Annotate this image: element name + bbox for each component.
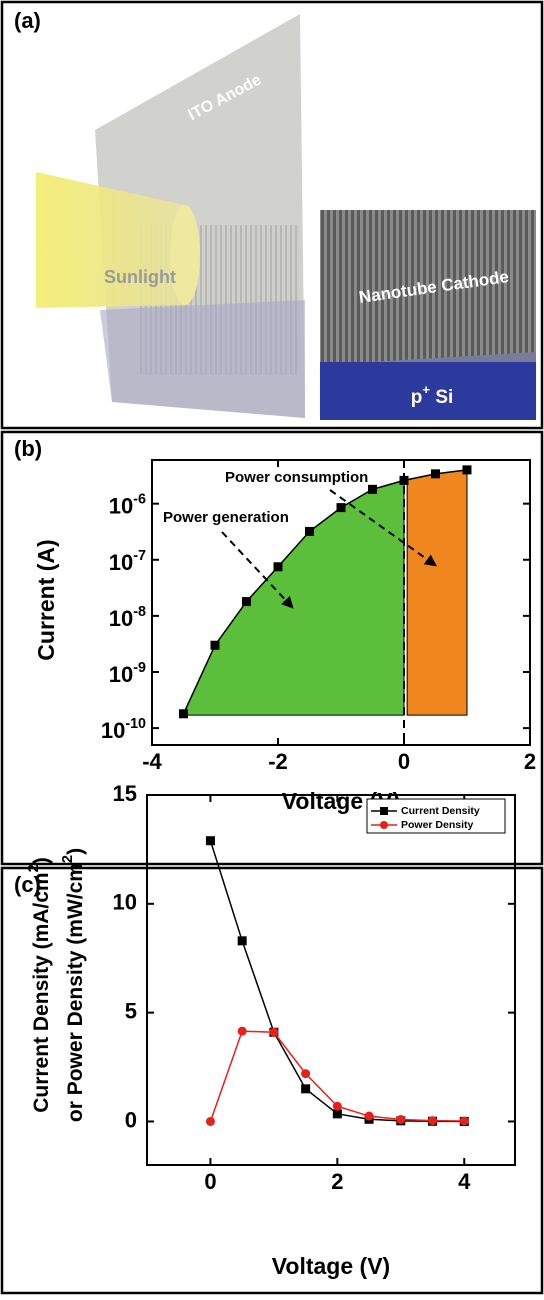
- y-tick-label: 10-7: [109, 548, 146, 575]
- annotation: Power consumption: [225, 469, 368, 486]
- x-tick-label: 2: [331, 1169, 343, 1194]
- fill-region: [407, 470, 467, 715]
- y-tick-label: 10: [113, 890, 137, 915]
- panel-label: (a): [14, 8, 41, 33]
- y-axis-label: Current (A): [33, 539, 59, 660]
- marker: [238, 936, 247, 945]
- superscript: 2: [26, 864, 42, 872]
- marker: [179, 709, 188, 718]
- marker: [368, 485, 377, 494]
- y-axis-label: Current Density (mA/cm2): [26, 857, 53, 1113]
- text-part: p: [411, 387, 423, 408]
- marker: [211, 641, 220, 650]
- marker: [431, 469, 440, 478]
- tick-exponent: -9: [133, 660, 146, 676]
- legend-marker: [380, 821, 388, 829]
- y-tick-label: 0: [125, 1107, 137, 1132]
- figure: (a) ITO Anode Sunlight Nanotube Cathode …: [0, 0, 544, 1295]
- marker: [301, 1069, 310, 1078]
- superscript: 2: [60, 855, 76, 863]
- text-part: Current Density (mA/cm: [30, 872, 53, 1112]
- marker: [305, 527, 314, 536]
- tick-exponent: -10: [125, 716, 146, 732]
- y-tick-label: 10-9: [109, 660, 146, 687]
- marker: [400, 476, 409, 485]
- tick-exponent: -7: [133, 548, 146, 564]
- marker: [396, 1115, 405, 1124]
- marker: [333, 1102, 342, 1111]
- marker: [365, 1112, 374, 1121]
- marker: [428, 1116, 437, 1125]
- legend-marker: [380, 807, 388, 815]
- x-tick-label: 0: [398, 749, 410, 774]
- illustration: (a) ITO Anode Sunlight Nanotube Cathode …: [14, 8, 536, 424]
- marker: [238, 1027, 247, 1036]
- y-tick-label: 5: [125, 998, 137, 1023]
- marker: [460, 1117, 469, 1126]
- sunlight-label: Sunlight: [104, 267, 176, 287]
- annotation: Power generation: [163, 509, 289, 526]
- y-tick-label: 10-6: [109, 491, 146, 518]
- tick-exponent: -8: [133, 604, 146, 620]
- x-axis-label: Voltage (V): [272, 1253, 390, 1279]
- tick-base: 10: [109, 550, 133, 575]
- text-part: Si: [430, 387, 453, 408]
- x-tick-label: -2: [268, 749, 288, 774]
- x-tick-label: -4: [142, 749, 162, 774]
- marker: [337, 503, 346, 512]
- x-tick-label: 0: [204, 1169, 216, 1194]
- marker: [269, 1028, 278, 1037]
- x-tick-label: 2: [524, 749, 536, 774]
- panel-label: (b): [14, 436, 42, 461]
- legend-label: Power Density: [401, 819, 474, 831]
- marker: [274, 562, 283, 571]
- tick-base: 10: [101, 718, 125, 743]
- tick-base: 10: [109, 606, 133, 631]
- text-part: or Power Density (mW/cm: [64, 863, 87, 1122]
- marker: [206, 1117, 215, 1126]
- marker: [463, 465, 472, 474]
- text-part: ): [30, 857, 53, 864]
- x-tick-label: 4: [458, 1169, 471, 1194]
- y-axis-label: or Power Density (mW/cm2): [60, 848, 87, 1122]
- marker: [301, 1084, 310, 1093]
- tick-exponent: -6: [133, 491, 146, 507]
- marker: [206, 836, 215, 845]
- legend-label: Current Density: [401, 805, 480, 817]
- y-tick-label: 15: [113, 781, 137, 806]
- tick-base: 10: [109, 493, 133, 518]
- y-tick-label: 10-10: [101, 716, 146, 743]
- y-tick-label: 10-8: [109, 604, 146, 631]
- text-part: ): [64, 848, 87, 855]
- series-line: [210, 841, 464, 1122]
- marker: [242, 597, 251, 606]
- tick-base: 10: [109, 662, 133, 687]
